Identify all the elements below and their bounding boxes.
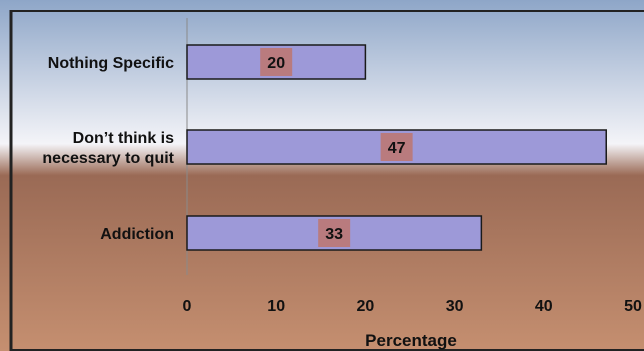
category-label-1-line-1: necessary to quit — [42, 150, 174, 167]
data-label-1: 47 — [388, 140, 406, 157]
x-tick-label-4: 40 — [535, 298, 553, 315]
x-tick-label-5: 50 — [624, 298, 642, 315]
category-label-1-line-0: Don’t think is — [73, 130, 174, 147]
category-label-2: Addiction — [100, 226, 174, 243]
data-label-box-0 — [260, 48, 293, 76]
data-label-2: 33 — [325, 226, 343, 243]
x-axis-title: Percentage — [365, 331, 457, 350]
x-tick-label-1: 10 — [267, 298, 285, 315]
data-label-box-1 — [380, 133, 413, 161]
x-tick-label-0: 0 — [183, 298, 192, 315]
data-label-0: 20 — [267, 55, 285, 72]
data-label-box-2 — [318, 219, 351, 247]
x-tick-label-2: 20 — [357, 298, 375, 315]
category-label-0: Nothing Specific — [48, 55, 174, 72]
x-tick-label-3: 30 — [446, 298, 464, 315]
